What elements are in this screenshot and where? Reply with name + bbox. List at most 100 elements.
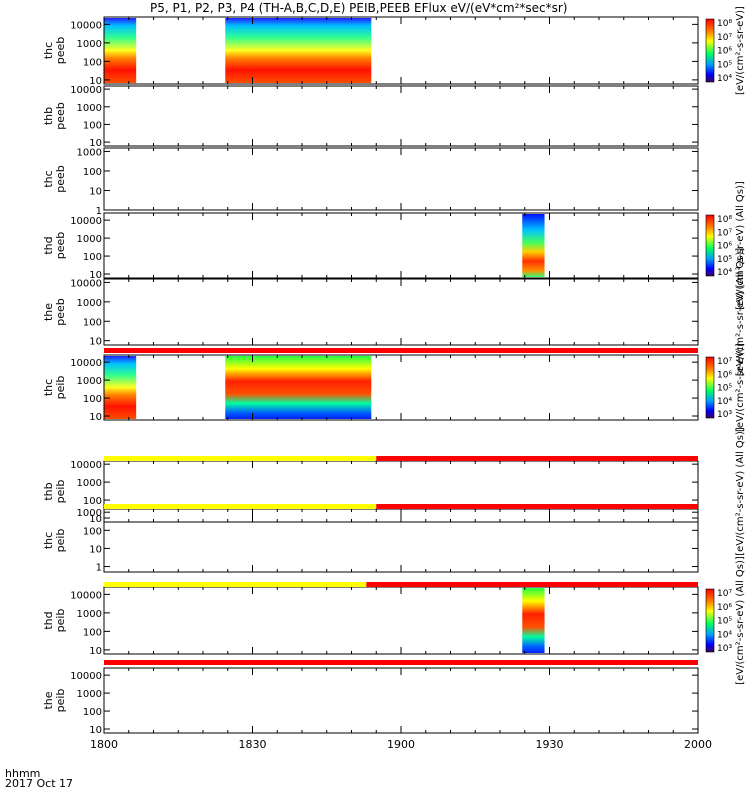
thc_peeb-colorbar-tick: 10⁵	[717, 60, 732, 70]
thd_peeb-colorbar-tick: 10⁸	[717, 215, 732, 225]
thc_peeb_2-ylabel-inst: peeb	[54, 165, 67, 193]
thd_peib-colorbar-tick: 10⁴	[717, 630, 732, 640]
thd_peib-colorbar-label-text: [eV/(cm²-s-sr-eV) (All Qs)]	[735, 556, 746, 685]
thc_peeb-frame	[103, 16, 699, 85]
thb_peeb-frame	[103, 85, 699, 147]
thb_peeb-ylabel-sc: thb	[42, 107, 55, 125]
thc_peeb-colorbar	[705, 18, 715, 83]
the_peeb-colorbar-label: [eV/(cm²-s-sr-eV) (All Qs)]	[735, 248, 746, 377]
thc_peeb_2-ytick-label: 10	[89, 186, 102, 197]
the_peib-ytick-label: 10	[89, 725, 102, 736]
mode-bar-2-segment-0	[104, 504, 377, 509]
the_peib-ylabel-inst: peib	[54, 689, 67, 713]
the_peib-ylabel-sc: the	[42, 691, 55, 709]
thd_peeb-ylabel-sc: thd	[42, 236, 55, 254]
thc_peib_2-ytick-label: 1	[96, 563, 102, 574]
thc_peeb-colorbar-label: [eV/(cm²-s-sr-eV)]	[735, 6, 746, 95]
thc_peeb-segment-0	[104, 18, 137, 83]
thc_peeb-ylabel: thc peeb	[42, 37, 67, 65]
thc_peeb-colorbar-tick: 10⁸	[717, 19, 732, 29]
thc_peib-colorbar-label: [eV/(cm²-s-sr-eV)]	[735, 343, 746, 432]
thc_peeb_2-frame	[103, 147, 699, 211]
mode-bar-3-segment-1	[366, 582, 698, 587]
xtick-label-1930: 1930	[536, 738, 564, 751]
thc_peib-ytick-label: 1000	[77, 376, 102, 387]
thb_peeb-ylabel: thb peeb	[42, 102, 67, 130]
thd_peeb-colorbar-label-text: [eV/(cm²-s-sr-eV) (All Qs)]	[735, 181, 746, 310]
thb_peib-ylabel: thb peib	[42, 480, 67, 504]
thc_peib-ylabel-inst: peib	[54, 376, 67, 400]
thd_peeb-segment-0	[522, 214, 545, 277]
the_peeb-ytick-label: 10	[89, 337, 102, 348]
thb_peib-ylabel-inst: peib	[54, 480, 67, 504]
thd_peib-colorbar-tick: 10⁷	[717, 589, 732, 599]
thc_peeb-ytick-label: 1000	[77, 39, 102, 50]
thc_peeb_2-ytick-label: 1	[96, 206, 102, 217]
thc_peib-frame	[103, 354, 699, 421]
thb_peib-colorbar-label-text: [eV/(cm²-s-sr-eV) (All Qs)]	[735, 427, 746, 556]
the_peeb-ytick-label: 10000	[70, 278, 102, 289]
thb_peib-ytick-label: 10	[89, 514, 102, 525]
thb_peib-colorbar-label: [eV/(cm²-s-sr-eV) (All Qs)]	[735, 427, 746, 556]
thd_peeb-ytick-label: 10	[89, 270, 102, 281]
thd_peeb-ylabel: thd peeb	[42, 232, 67, 260]
thc_peib_2-ylabel-sc: thc	[42, 532, 55, 549]
thd_peib-ylabel: thd peib	[42, 609, 67, 633]
panel-thc_peeb_2: 1 10 100 1000 thc peeb	[42, 147, 699, 217]
time-axis-label: hhmm	[5, 767, 41, 780]
thc_peeb_2-ytick-label: 1000	[77, 147, 102, 158]
thd_peeb-ylabel-inst: peeb	[54, 232, 67, 260]
the_peib-ytick-label: 10000	[70, 671, 102, 682]
thd_peib-colorbar	[705, 588, 715, 653]
thc_peib-colorbar-label-text: [eV/(cm²-s-sr-eV)]	[735, 343, 746, 432]
chart-title: P5, P1, P2, P3, P4 (TH-A,B,C,D,E) PEIB,P…	[150, 1, 568, 15]
thd_peeb-colorbar-tick: 10⁵	[717, 255, 732, 265]
mode-bar-2-segment-1	[376, 504, 698, 509]
thb_peeb-ytick-label: 100	[83, 120, 102, 131]
thd_peib-segment-0	[522, 588, 545, 653]
the_peeb-ylabel: the peeb	[42, 298, 67, 326]
thc_peeb-colorbar-label-text: [eV/(cm²-s-sr-eV)]	[735, 6, 746, 95]
thc_peib_2-ylabel: thc peib	[42, 529, 67, 553]
thd_peeb-colorbar-tick: 10⁶	[717, 242, 732, 252]
thc_peeb-ytick-label: 10	[89, 76, 102, 87]
the_peeb-ylabel-inst: peeb	[54, 298, 67, 326]
mode-bar-1-segment-1	[376, 456, 698, 461]
thd_peib-ytick-label: 100	[83, 627, 102, 638]
the_peeb-ytick-label: 1000	[77, 298, 102, 309]
thb_peib-ylabel-sc: thb	[42, 482, 55, 500]
thc_peeb-ylabel-sc: thc	[42, 42, 55, 59]
thc_peeb-ytick-label: 100	[83, 57, 102, 68]
thc_peeb_2-ylabel-sc: thc	[42, 170, 55, 187]
thc_peib-ylabel: thc peib	[42, 376, 67, 400]
thd_peib-colorbar-label: [eV/(cm²-s-sr-eV) (All Qs)]	[735, 556, 746, 685]
thd_peeb-ytick-label: 10000	[70, 216, 102, 227]
mode-bar-3-segment-0	[104, 582, 367, 587]
thd_peib-colorbar-tick: 10⁵	[717, 617, 732, 627]
thd_peib-ytick-label: 1000	[77, 609, 102, 620]
thc_peib-ylabel-sc: thc	[42, 379, 55, 396]
thc_peib-colorbar	[705, 356, 715, 419]
thc_peib-colorbar-tick: 10³	[717, 410, 732, 420]
thc_peeb-colorbar-tick: 10⁴	[717, 74, 732, 84]
thd_peib-ytick-label: 10000	[70, 590, 102, 601]
thc_peib-colorbar-tick: 10⁵	[717, 384, 732, 394]
thd_peib-colorbar-tick: 10³	[717, 644, 732, 654]
thb_peib-ytick-label: 100	[83, 496, 102, 507]
thc_peeb-ytick-label: 10000	[70, 20, 102, 31]
thd_peeb-frame	[103, 212, 699, 279]
thc_peeb_2-ytick-label: 100	[83, 167, 102, 178]
thc_peib_2-ytick-label: 100	[83, 526, 102, 537]
thd_peib-frame	[103, 586, 699, 655]
thc_peeb-colorbar-tick: 10⁶	[717, 47, 732, 57]
the_peeb-ylabel-sc: the	[42, 303, 55, 321]
xtick-label-1800: 1800	[90, 738, 118, 751]
